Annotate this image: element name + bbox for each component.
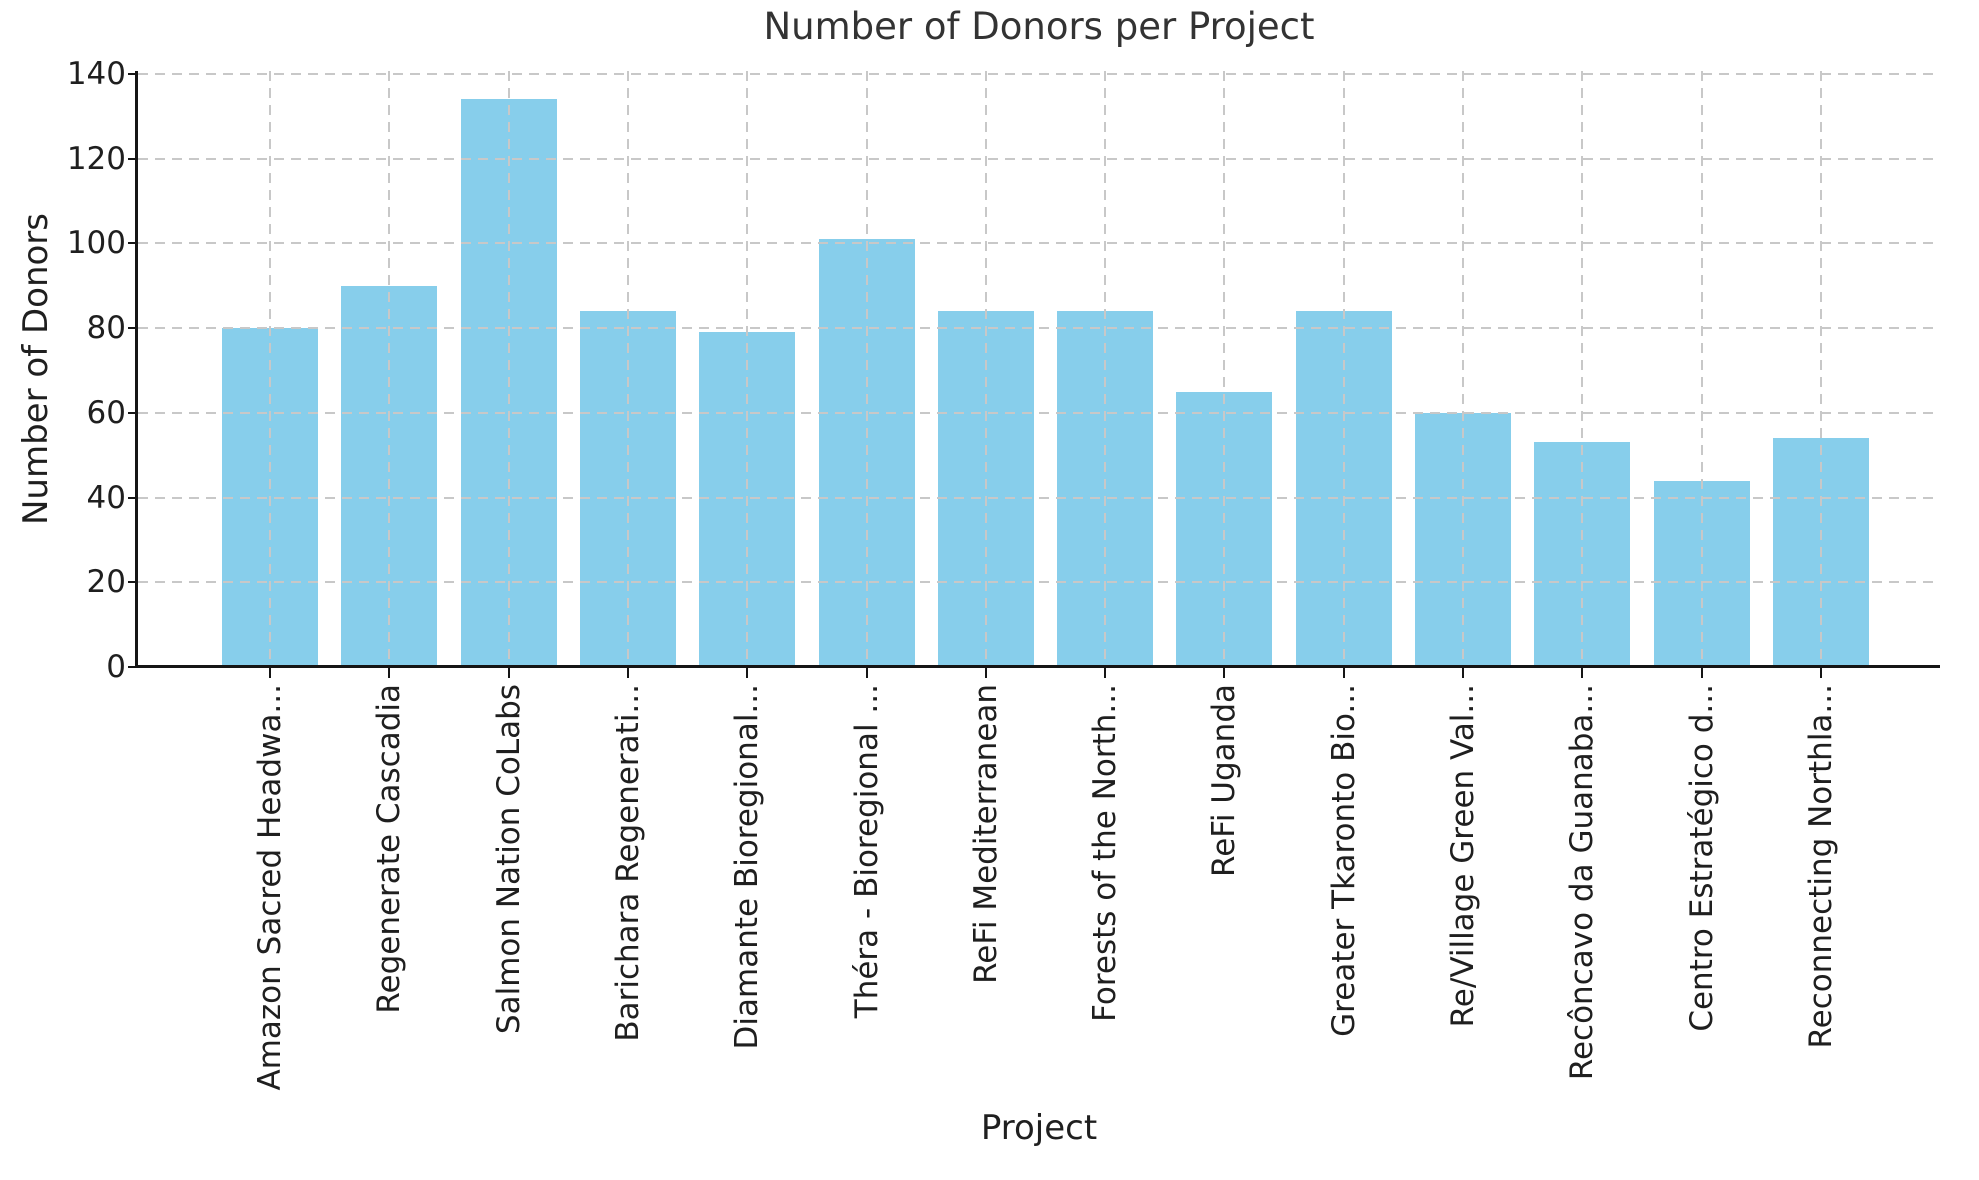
x-tick-label: Barichara Regenerati... <box>609 684 646 1042</box>
x-tick-label: Diamante Bioregional... <box>729 684 766 1050</box>
y-gridline <box>138 411 1940 414</box>
y-gridline <box>138 72 1940 75</box>
x-gridline <box>1223 71 1226 667</box>
x-tick-label: Recôncavo da Guanaba... <box>1564 684 1601 1081</box>
x-tick-mark <box>746 668 749 678</box>
x-gridline <box>269 71 271 667</box>
y-tick-mark <box>128 496 138 499</box>
x-tick-mark <box>1700 668 1703 678</box>
y-tick-mark <box>128 157 138 160</box>
x-tick-label: Amazon Sacred Headwa... <box>252 684 288 1091</box>
x-tick-label: Théra - Bioregional ... <box>848 684 885 1019</box>
x-gridline <box>746 71 749 667</box>
x-tick-label: ReFi Mediterranean <box>967 684 1004 984</box>
x-gridline <box>984 71 987 667</box>
chart-title: Number of Donors per Project <box>763 5 1315 48</box>
x-gridline <box>1581 71 1584 667</box>
y-tick-mark <box>128 666 138 668</box>
y-tick-mark <box>128 581 138 584</box>
x-tick-label: Reconnecting Northla... <box>1803 684 1840 1049</box>
x-axis-title: Project <box>980 1108 1098 1148</box>
x-gridline <box>1700 71 1703 667</box>
y-gridline <box>138 496 1940 499</box>
x-tick-label: Re/Village Green Val... <box>1445 684 1482 1028</box>
y-tick-label: 100 <box>66 225 126 262</box>
x-tick-mark <box>388 668 391 678</box>
x-tick-label: Centro Estratégico d... <box>1683 684 1720 1032</box>
x-gridline <box>1462 71 1465 667</box>
x-tick-mark <box>865 668 868 678</box>
x-tick-mark <box>626 668 629 678</box>
y-tick-mark <box>128 411 138 414</box>
y-tick-label: 120 <box>66 140 126 177</box>
y-axis-spine <box>135 71 138 668</box>
x-tick-mark <box>1223 668 1226 678</box>
y-tick-label: 40 <box>86 479 126 516</box>
y-tick-label: 0 <box>106 649 126 685</box>
y-tick-mark <box>128 242 138 245</box>
x-gridline <box>1104 71 1107 667</box>
x-tick-label: Greater Tkaronto Bio... <box>1325 684 1362 1037</box>
x-tick-mark <box>507 668 510 678</box>
x-gridline <box>865 71 868 667</box>
x-tick-label: Salmon Nation CoLabs <box>490 684 527 1035</box>
x-tick-mark <box>1342 668 1345 678</box>
y-gridline <box>138 327 1940 330</box>
y-tick-label: 20 <box>86 564 126 601</box>
y-tick-label: 60 <box>86 394 126 431</box>
y-gridline <box>138 242 1940 245</box>
x-gridline <box>507 71 510 667</box>
y-tick-label: 80 <box>86 310 126 347</box>
x-tick-mark <box>1820 668 1823 678</box>
x-gridline <box>1342 71 1345 667</box>
y-tick-label: 140 <box>66 55 126 92</box>
y-tick-mark <box>128 327 138 330</box>
x-tick-label: ReFi Uganda <box>1206 684 1243 877</box>
y-gridline <box>138 581 1940 584</box>
x-tick-label: Forests of the North... <box>1087 684 1124 1022</box>
y-tick-mark <box>128 72 138 75</box>
x-tick-mark <box>269 668 271 678</box>
x-gridline <box>626 71 629 667</box>
x-tick-mark <box>1581 668 1584 678</box>
x-gridline <box>1820 71 1823 667</box>
x-tick-label: Regenerate Cascadia <box>371 684 408 1014</box>
x-tick-mark <box>984 668 987 678</box>
x-gridline <box>388 71 391 667</box>
x-tick-mark <box>1104 668 1107 678</box>
x-tick-mark <box>1462 668 1465 678</box>
x-axis-spine <box>135 665 1940 668</box>
y-gridline <box>138 157 1940 160</box>
